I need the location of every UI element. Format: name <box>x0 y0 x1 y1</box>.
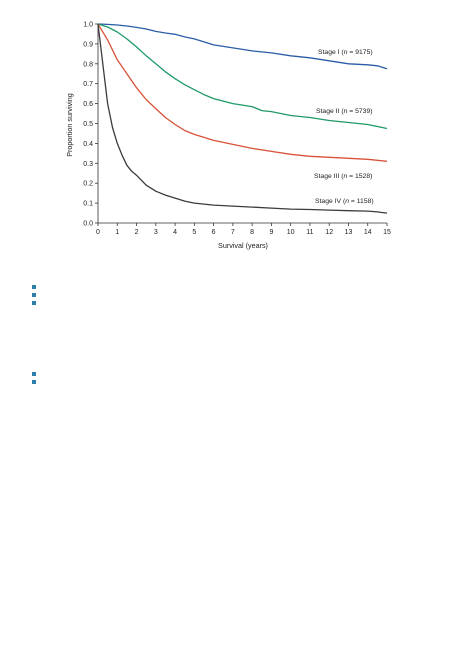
y-tick-label: 0.8 <box>83 61 93 68</box>
series-line <box>97 23 388 162</box>
series-label: Stage IV (n = 1158) <box>315 198 374 205</box>
series-label-prefix: Stage II ( <box>316 108 344 115</box>
x-tick-label: 5 <box>192 229 196 236</box>
y-tick-label: 0.2 <box>83 181 93 188</box>
bullet-marker <box>32 380 36 384</box>
series-label-n: n <box>344 49 348 56</box>
bullet-marker <box>32 301 36 305</box>
bullet-marker <box>32 285 36 289</box>
x-tick-label: 8 <box>250 229 254 236</box>
y-tick-label: 0.3 <box>83 161 93 168</box>
chart-series <box>97 23 388 214</box>
x-tick-label: 6 <box>212 229 216 236</box>
series-line <box>97 23 388 214</box>
y-axis-label: Proportion surviving <box>65 93 74 157</box>
series-label-suffix: = 1528) <box>347 173 372 180</box>
x-tick-label: 7 <box>231 229 235 236</box>
series-label-suffix: = 5739) <box>347 108 372 115</box>
x-tick-label: 14 <box>364 229 372 236</box>
series-label: Stage I (n = 9175) <box>318 49 373 56</box>
y-tick-label: 0.7 <box>83 81 93 88</box>
bullet-marker <box>32 372 36 376</box>
x-tick-label: 3 <box>154 229 158 236</box>
series-label-n: n <box>345 198 349 205</box>
bullet-marker <box>32 293 36 297</box>
x-tick-label: 4 <box>173 229 177 236</box>
survival-chart: 0 1 2 3 4 5 6 7 8 9 10 11 12 13 14 150.00.10.20.30.40.5… <box>65 22 391 251</box>
series-label-suffix: = 9175) <box>347 49 372 56</box>
x-tick-label: 9 <box>269 229 273 236</box>
chart-axes: 0 1 2 3 4 5 6 7 8 9 10 11 12 13 14 150.00.10.20.30.40.5… <box>83 22 391 237</box>
x-axis-label: Survival (years) <box>218 241 268 250</box>
x-tick-label: 15 <box>383 229 391 236</box>
series-label: Stage II (n = 5739) <box>316 108 373 115</box>
series-label: Stage III (n = 1528) <box>314 173 372 180</box>
x-tick-label: 2 <box>135 229 139 236</box>
x-tick-label: 12 <box>325 229 333 236</box>
x-tick-label: 1 <box>115 229 119 236</box>
series-label-n: n <box>343 173 347 180</box>
chart-series-labels: Stage I (n = 9175)Stage II (n = 5739)Sta… <box>314 49 374 205</box>
y-tick-label: 0.5 <box>83 121 93 128</box>
series-line <box>97 23 388 130</box>
series-label-prefix: Stage III ( <box>314 173 344 180</box>
series-line <box>97 23 388 70</box>
y-tick-label: 1.0 <box>83 22 93 29</box>
y-tick-label: 0.4 <box>83 141 93 148</box>
y-tick-label: 0.0 <box>83 221 93 228</box>
series-label-suffix: = 1158) <box>349 198 374 205</box>
x-tick-label: 0 <box>96 229 100 236</box>
series-label-n: n <box>344 108 348 115</box>
series-label-prefix: Stage I ( <box>318 49 344 56</box>
y-tick-label: 0.1 <box>83 201 93 208</box>
x-tick-label: 13 <box>345 229 353 236</box>
y-tick-label: 0.9 <box>83 41 93 48</box>
x-tick-label: 11 <box>306 229 313 236</box>
series-label-prefix: Stage IV ( <box>315 198 346 205</box>
x-tick-label: 10 <box>287 229 295 236</box>
y-tick-label: 0.6 <box>83 101 93 108</box>
